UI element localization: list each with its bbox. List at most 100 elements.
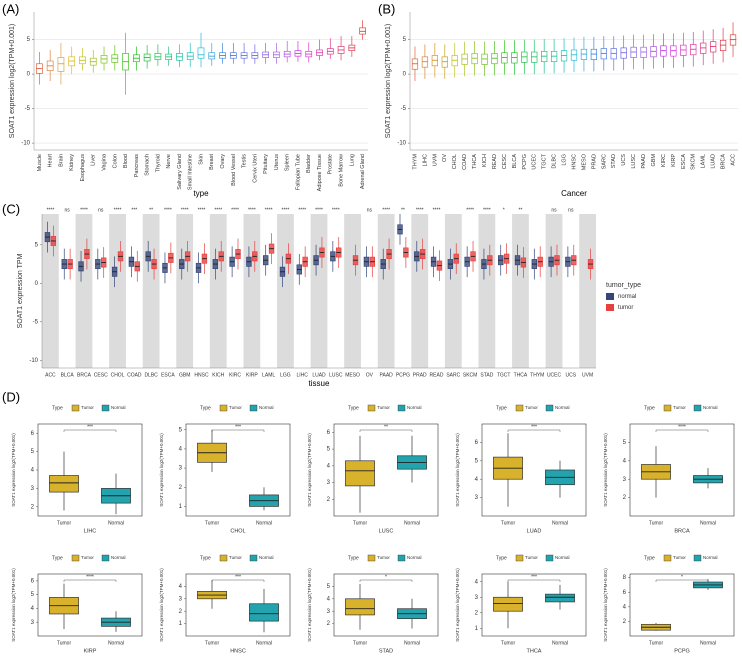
- significance-bracket: [507, 429, 561, 432]
- x-tick-label: LUSC: [329, 372, 343, 378]
- band-stripe: [310, 214, 328, 368]
- x-tick-label: Normal: [552, 640, 568, 646]
- y-tick-label: 4: [623, 604, 627, 610]
- x-tick-label: ACC: [730, 154, 736, 166]
- y-tick-label: -5: [33, 319, 39, 325]
- significance: *: [681, 574, 683, 580]
- band-stripe: [109, 214, 126, 368]
- x-tick-label: Heart: [48, 154, 54, 168]
- y-tick-label: 2: [179, 485, 183, 491]
- legend-swatch: [663, 404, 672, 412]
- x-tick-label: Blood Vessel: [231, 154, 237, 186]
- x-tick-label: SKCM: [463, 372, 477, 378]
- band-stripe: [277, 214, 294, 368]
- x-tick-label: UCS: [621, 154, 627, 166]
- y-axis-title: SOAT1 expression log2(TPM+0.001): [603, 568, 608, 642]
- x-tick-label: THYM: [530, 372, 544, 378]
- y-tick-label: 4: [179, 584, 183, 590]
- band-stripe: [579, 214, 596, 368]
- legend-label: Tumor: [377, 555, 390, 560]
- y-tick-label: 4: [475, 579, 479, 585]
- x-tick-label: Tumor: [57, 640, 72, 646]
- x-tick-label: COAD: [127, 372, 142, 378]
- significance: *: [385, 574, 387, 580]
- legend-swatch: [219, 404, 228, 412]
- legend-label: Normal: [703, 405, 718, 410]
- x-tick-label: SARC: [601, 154, 607, 169]
- x-tick-label: Skin: [198, 154, 204, 165]
- plot-frame: [185, 573, 291, 637]
- significance: ****: [416, 207, 424, 213]
- y-axis-title: SOAT1 expression log2(TPM+0.001): [11, 568, 16, 642]
- x-tick-label: THYM: [412, 154, 418, 170]
- y-tick-label: 3: [179, 466, 183, 472]
- box: [49, 475, 79, 493]
- legend-label: Tumor: [673, 405, 686, 410]
- y-tick-label: 6: [31, 431, 35, 437]
- significance-bracket: [211, 429, 265, 432]
- x-tick-label: LGG: [280, 372, 291, 378]
- x-tick-label: DLBC: [552, 154, 558, 169]
- legend-swatch: [397, 554, 406, 562]
- legend-swatch: [545, 554, 554, 562]
- significance: ****: [231, 207, 239, 213]
- x-tick-label: ESCA: [681, 154, 687, 169]
- x-tick-label: STAD: [480, 372, 493, 378]
- box: [545, 593, 575, 603]
- legend-swatch: [606, 293, 614, 300]
- plot-frame: [481, 573, 587, 637]
- legend-swatch: [367, 404, 376, 412]
- panel-label: (C): [2, 201, 20, 216]
- significance: ****: [282, 207, 290, 213]
- plot-frame: [333, 423, 439, 517]
- band-stripe: [411, 214, 429, 368]
- y-axis-title: SOAT1 expression log2(TPM+0.001): [603, 433, 608, 507]
- x-tick-label: BRCA: [77, 372, 92, 378]
- y-tick-label: 4: [31, 468, 35, 474]
- significance: ns: [367, 207, 373, 213]
- band-stripe: [512, 214, 529, 368]
- y-tick-label: 3: [475, 495, 479, 501]
- x-tick-label: Bone Marrow: [339, 154, 345, 187]
- significance-bracket: [359, 429, 413, 432]
- x-tick-label: CHOL: [111, 372, 125, 378]
- plot-frame: [629, 573, 735, 637]
- x-tick-label: ACC: [45, 372, 56, 378]
- x-tick-label: Spleen: [285, 154, 291, 171]
- panel-label: (A): [2, 1, 19, 16]
- x-tick-label: Muscle: [37, 154, 43, 171]
- legend-label: Normal: [111, 555, 126, 560]
- y-tick-label: -5: [401, 106, 407, 112]
- y-tick-label: 4: [327, 463, 331, 469]
- x-tick-label: THCA: [472, 154, 478, 169]
- x-tick-label: Tumor: [57, 520, 72, 526]
- x-tick-label: DLBC: [144, 372, 158, 378]
- y-tick-label: 3: [327, 480, 331, 486]
- x-tick-label: Thyroid: [155, 154, 161, 172]
- legend-label: Tumor: [229, 555, 242, 560]
- significance-bracket: [507, 579, 561, 582]
- significance: ns: [98, 207, 104, 213]
- legend-swatch: [663, 554, 672, 562]
- box: [249, 603, 279, 622]
- y-tick-label: 2: [327, 497, 331, 503]
- significance-bracket: [655, 579, 709, 582]
- band-stripe: [176, 214, 194, 368]
- y-tick-label: 3: [31, 486, 35, 492]
- significance-bracket: [359, 579, 413, 582]
- x-tick-label: Adrenal Gland: [360, 154, 366, 189]
- significance: ns: [551, 207, 557, 213]
- y-tick-label: 5: [179, 427, 183, 433]
- x-tick-label: Tumor: [205, 640, 220, 646]
- box: [57, 57, 65, 72]
- x-tick-label: COAD: [462, 154, 468, 170]
- x-axis-title: KIRP: [84, 648, 97, 654]
- y-tick-label: 4: [327, 596, 331, 602]
- band-stripe: [209, 214, 227, 368]
- x-tick-label: Brain: [58, 154, 64, 167]
- x-tick-label: LUAD: [312, 372, 326, 378]
- significance: ****: [248, 207, 256, 213]
- significance: ns: [568, 207, 574, 213]
- y-tick-label: 6: [623, 590, 627, 596]
- x-tick-label: Ovary: [220, 154, 226, 169]
